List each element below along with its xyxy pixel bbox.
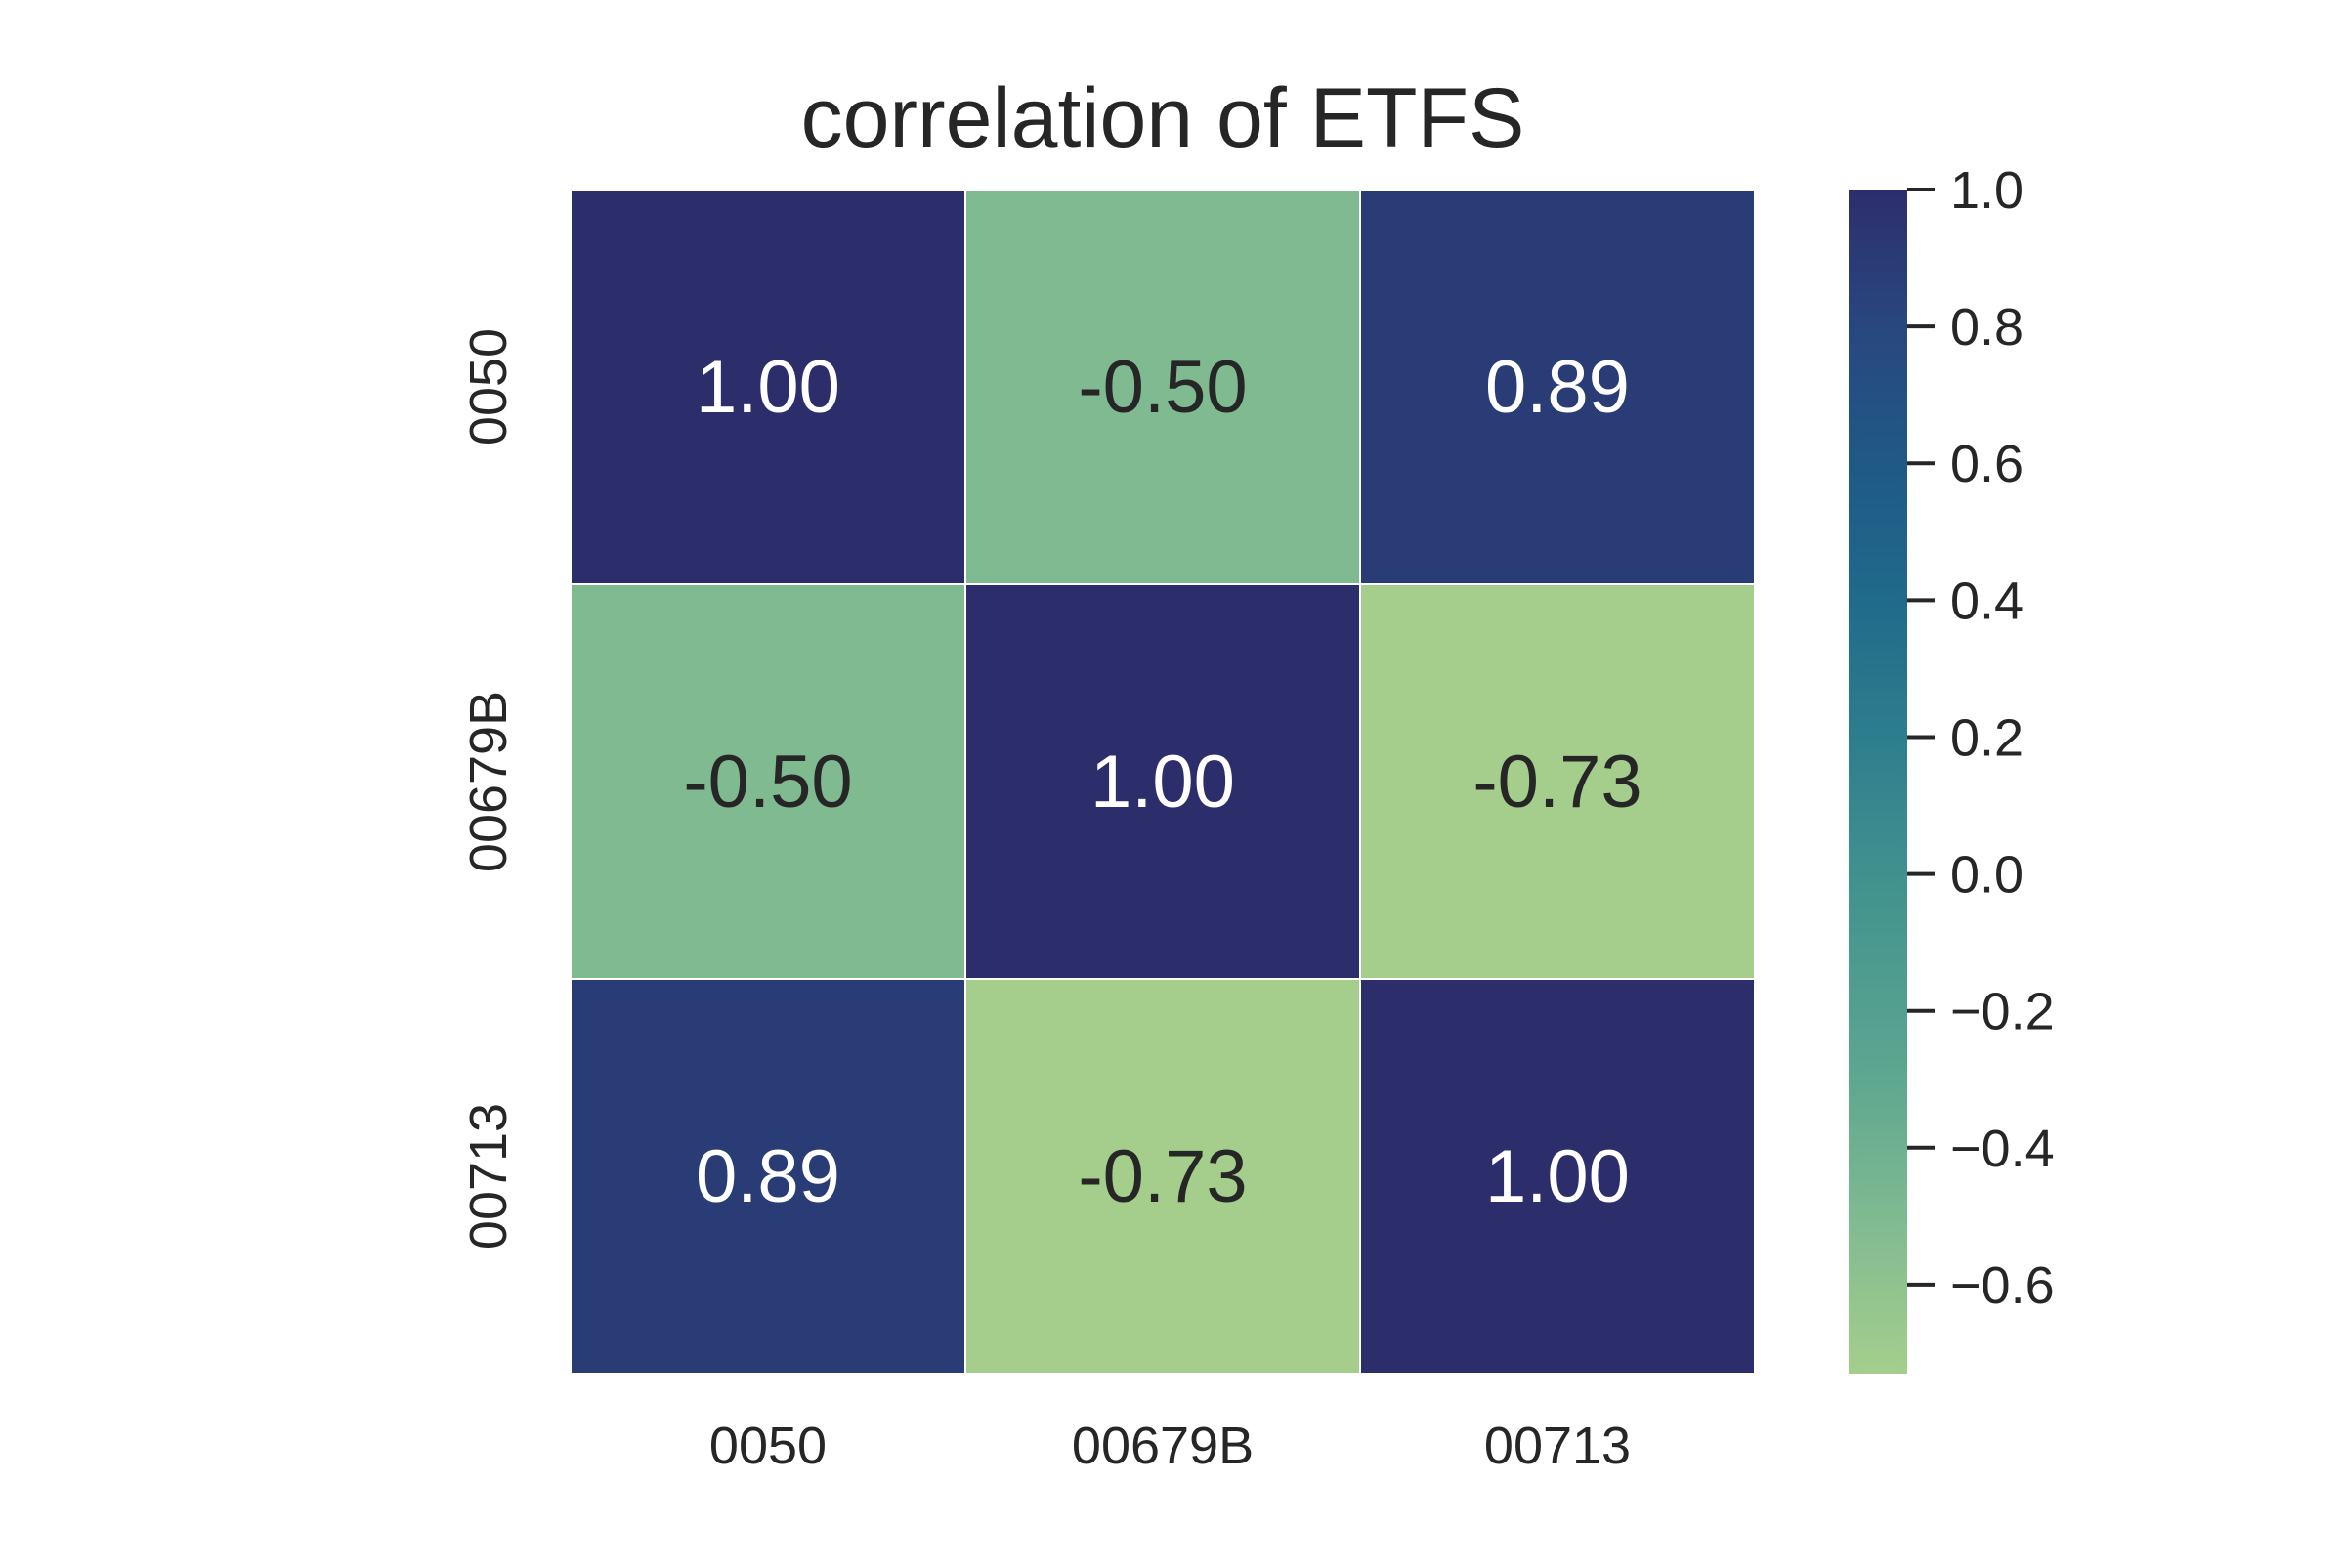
y-axis-tick-labels: 0050 00679B 00713 [459,328,518,1250]
colorbar-tick-label: 1.0 [1950,161,2024,220]
cell-annotation-2-0: 0.89 [696,1135,840,1218]
y-tick-label: 00679B [459,691,518,872]
colorbar-tick-label: −0.6 [1950,1256,2055,1315]
heatmap-cell-0-1 [964,189,1361,585]
colorbar-tick-label: −0.2 [1950,983,2055,1041]
colorbar-tick-label: 0.2 [1950,708,2024,767]
cell-annotation-1-0: -0.50 [683,741,852,824]
cell-annotation-1-2: -0.73 [1472,741,1642,824]
colorbar-tick-label: 0.0 [1950,846,2024,905]
cell-annotation-0-1: -0.50 [1078,346,1247,429]
cell-annotation-2-2: 1.00 [1485,1135,1630,1218]
colorbar: 1.0 0.8 0.6 0.4 0.2 0.0 −0.2 −0.4 −0.6 [1849,161,2055,1374]
cell-annotation-2-1: -0.73 [1078,1135,1247,1218]
colorbar-gradient [1849,190,1907,1374]
heatmap-cell-0-2 [1359,189,1756,585]
heatmap-cell-1-1 [964,583,1361,980]
heatmap-cell-2-0 [570,978,966,1375]
y-tick-label: 00713 [459,1103,518,1250]
colorbar-tick-label: 0.4 [1950,572,2024,630]
heatmap-cell-2-1 [964,978,1361,1375]
x-axis-tick-labels: 0050 00679B 00713 [709,1417,1631,1475]
heatmap-cell-1-2 [1359,583,1756,980]
cell-annotation-0-0: 1.00 [696,346,840,429]
cell-annotation-0-2: 0.89 [1485,346,1630,429]
heatmap-cell-2-2 [1359,978,1756,1375]
heatmap-cells [570,189,1756,1375]
cell-annotations: 1.00 -0.50 0.89 -0.50 1.00 -0.73 0.89 -0.73 1.00 [683,346,1642,1218]
cell-annotation-1-1: 1.00 [1090,741,1235,824]
colorbar-tick-label: 0.6 [1950,435,2024,493]
chart-title: correlation of ETFS [801,71,1525,165]
heatmap-cell-0-0 [570,189,966,585]
y-tick-label: 0050 [459,328,518,445]
heatmap-cell-1-0 [570,583,966,980]
colorbar-tick-label: −0.4 [1950,1120,2055,1178]
x-tick-label: 0050 [709,1417,827,1475]
x-tick-label: 00713 [1484,1417,1631,1475]
x-tick-label: 00679B [1072,1417,1254,1475]
colorbar-tick-label: 0.8 [1950,298,2024,357]
